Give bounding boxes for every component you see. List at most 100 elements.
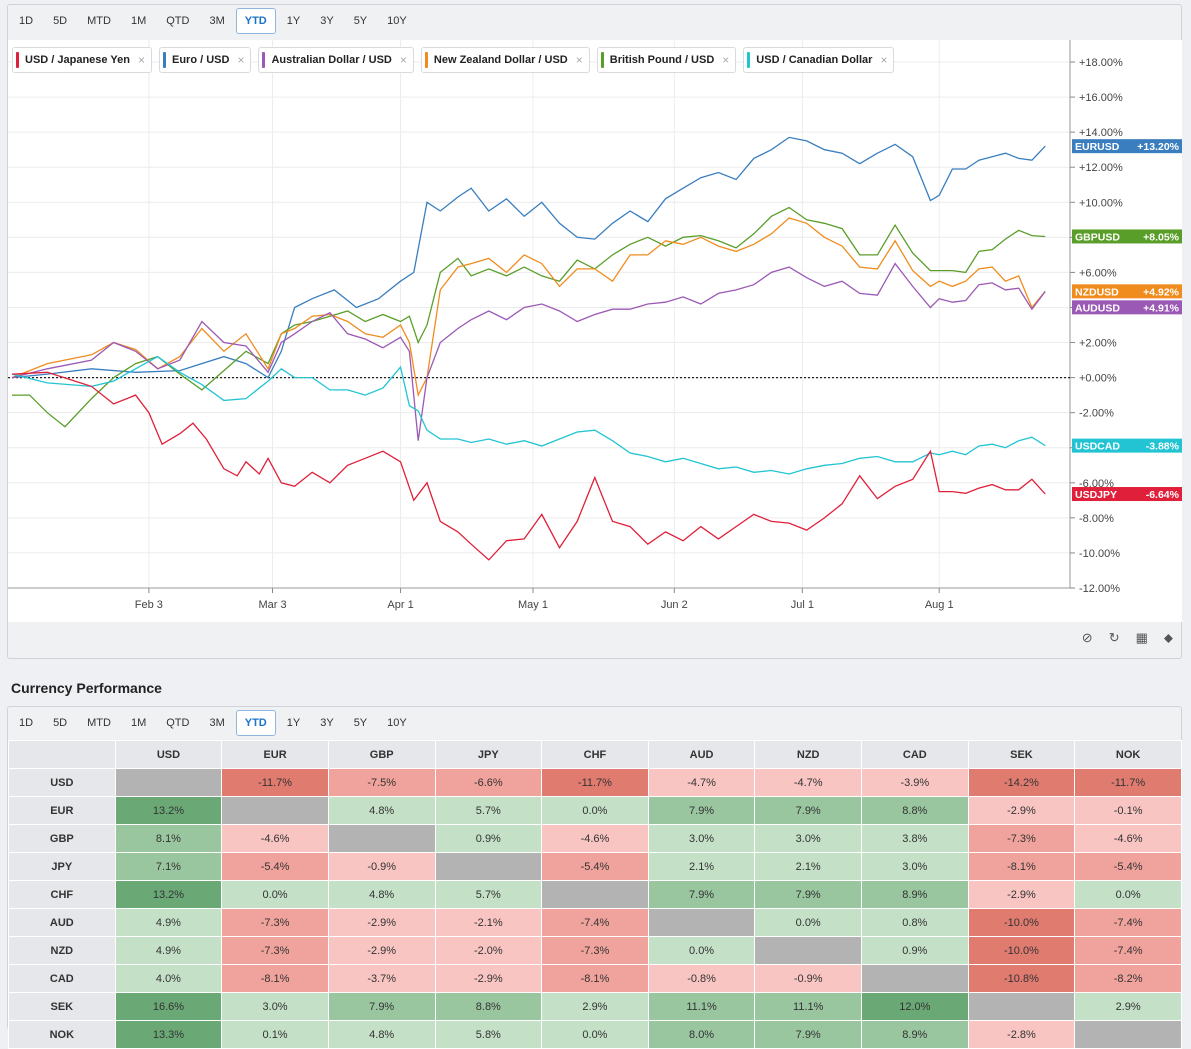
y-tick-label: +6.00% (1079, 267, 1117, 279)
performance-cell: 5.7% (434, 880, 543, 909)
range-button-5y[interactable]: 5Y (353, 15, 368, 27)
empty-cell (967, 992, 1076, 1021)
section-title: Currency Performance (11, 680, 162, 696)
close-icon[interactable]: × (575, 53, 583, 67)
performance-cell: -7.5% (327, 768, 436, 797)
performance-cell: 8.0% (647, 1020, 756, 1049)
performance-cell: -7.3% (221, 936, 329, 965)
column-header: USD (114, 740, 223, 769)
range-button-10y[interactable]: 10Y (387, 717, 407, 729)
close-icon[interactable]: × (237, 53, 245, 67)
range-button-3y[interactable]: 3Y (320, 717, 334, 729)
reset-icon[interactable]: ↻ (1108, 630, 1120, 645)
performance-cell: -2.9% (434, 964, 543, 993)
hide-icon[interactable]: ⊘ (1081, 630, 1093, 645)
series-line-gbpusd (12, 206, 1046, 428)
range-button-5y[interactable]: 5Y (353, 717, 368, 729)
performance-cell: -8.2% (1074, 964, 1182, 993)
close-icon[interactable]: × (137, 53, 145, 67)
range-button-ytd[interactable]: YTD (235, 8, 276, 34)
column-header: NOK (1074, 740, 1182, 769)
line-chart: +18.00%+16.00%+14.00%+12.00%+10.00%+8.00… (8, 40, 1182, 611)
range-button-10y[interactable]: 10Y (387, 15, 407, 27)
legend-item[interactable]: British Pound / USD × (596, 47, 737, 73)
performance-cell: 0.0% (221, 880, 329, 909)
value-tag-usdjpy: USDJPY -6.64% (1072, 487, 1182, 502)
legend-item[interactable]: Euro / USD × (158, 47, 252, 73)
range-button-5d[interactable]: 5D (53, 717, 68, 729)
performance-cell: -8.1% (221, 964, 329, 993)
series-line-usdcad (11, 355, 1046, 475)
range-button-5d[interactable]: 5D (53, 15, 68, 27)
table-row: AUD 4.9% -7.3% -2.9% -2.1% -7.4% 0.0% 0.8% -10.0… (8, 908, 1182, 937)
performance-cell: 5.8% (434, 1020, 543, 1049)
empty-cell (327, 824, 436, 853)
empty-cell (434, 852, 543, 881)
legend-item[interactable]: USD / Japanese Yen × (12, 47, 152, 73)
performance-cell: 0.9% (861, 936, 969, 965)
row-header: EUR (8, 796, 116, 825)
y-tick-label: +14.00% (1079, 127, 1123, 139)
range-button-qtd[interactable]: QTD (166, 15, 190, 27)
range-button-ytd[interactable]: YTD (235, 710, 276, 736)
performance-cell: 13.3% (114, 1020, 223, 1049)
performance-cell: -7.3% (221, 908, 329, 937)
performance-cell: 3.0% (221, 992, 329, 1021)
value-tag-gbpusd: GBPUSD +8.05% (1072, 229, 1182, 244)
column-header: SEK (967, 740, 1076, 769)
value-tag-name: USDCAD (1075, 441, 1120, 453)
performance-cell: -2.1% (434, 908, 543, 937)
legend-color-swatch (424, 52, 428, 68)
table-row: USD -11.7% -7.5% -6.6% -11.7% -4.7% -4.7% -3.9%… (8, 768, 1182, 797)
grid-icon[interactable]: ▦ (1135, 630, 1148, 645)
close-icon[interactable]: × (880, 53, 888, 67)
legend-color-swatch (600, 52, 604, 68)
performance-cell: 2.9% (541, 992, 649, 1021)
performance-cell: 7.9% (754, 796, 862, 825)
performance-cell: -6.6% (434, 768, 543, 797)
empty-cell (541, 880, 649, 909)
performance-cell: 11.1% (754, 992, 862, 1021)
range-button-1m[interactable]: 1M (130, 15, 147, 27)
range-button-qtd[interactable]: QTD (166, 717, 190, 729)
range-button-1y[interactable]: 1Y (286, 15, 301, 27)
legend-item[interactable]: New Zealand Dollar / USD × (420, 47, 590, 73)
range-button-1y[interactable]: 1Y (286, 717, 301, 729)
performance-cell: -14.2% (967, 768, 1076, 797)
legend-item[interactable]: USD / Canadian Dollar × (743, 47, 895, 73)
range-button-1m[interactable]: 1M (130, 717, 147, 729)
legend-color-swatch (747, 52, 751, 68)
performance-cell: 0.9% (434, 824, 543, 853)
range-button-1d[interactable]: 1D (19, 15, 34, 27)
row-header: GBP (8, 824, 116, 853)
range-button-3y[interactable]: 3Y (320, 15, 334, 27)
value-tag-value: +4.91% (1143, 302, 1180, 314)
performance-cell: 7.9% (754, 1020, 862, 1049)
range-button-3m[interactable]: 3M (209, 15, 225, 27)
value-tag-value: -6.64% (1146, 489, 1180, 501)
row-header: CAD (8, 964, 116, 993)
tag-icon[interactable]: ⬥ (1163, 630, 1173, 645)
series-line-eurusd (11, 136, 1046, 379)
performance-cell: 4.8% (327, 1020, 436, 1049)
series-line-usdjpy (11, 371, 1046, 561)
table-row: JPY 7.1% -5.4% -0.9% -5.4% 2.1% 2.1% 3.0% -8.1% -… (8, 852, 1182, 881)
range-button-1d[interactable]: 1D (19, 717, 34, 729)
column-header: JPY (434, 740, 543, 769)
performance-cell: 2.1% (754, 852, 862, 881)
performance-cell: 3.8% (861, 824, 969, 853)
close-icon[interactable]: × (722, 53, 730, 67)
performance-cell: -2.9% (327, 908, 436, 937)
legend-item[interactable]: Australian Dollar / USD × (258, 47, 414, 73)
performance-cell: -7.4% (1074, 936, 1182, 965)
range-button-mtd[interactable]: MTD (87, 15, 111, 27)
close-icon[interactable]: × (399, 53, 407, 67)
performance-cell: 11.1% (647, 992, 756, 1021)
performance-cell: -5.4% (1074, 852, 1182, 881)
performance-cell: 8.1% (114, 824, 223, 853)
range-button-3m[interactable]: 3M (209, 717, 225, 729)
value-tag-name: AUDUSD (1075, 302, 1120, 314)
performance-cell: 0.0% (647, 936, 756, 965)
range-button-mtd[interactable]: MTD (87, 717, 111, 729)
performance-cell: -0.9% (754, 964, 862, 993)
